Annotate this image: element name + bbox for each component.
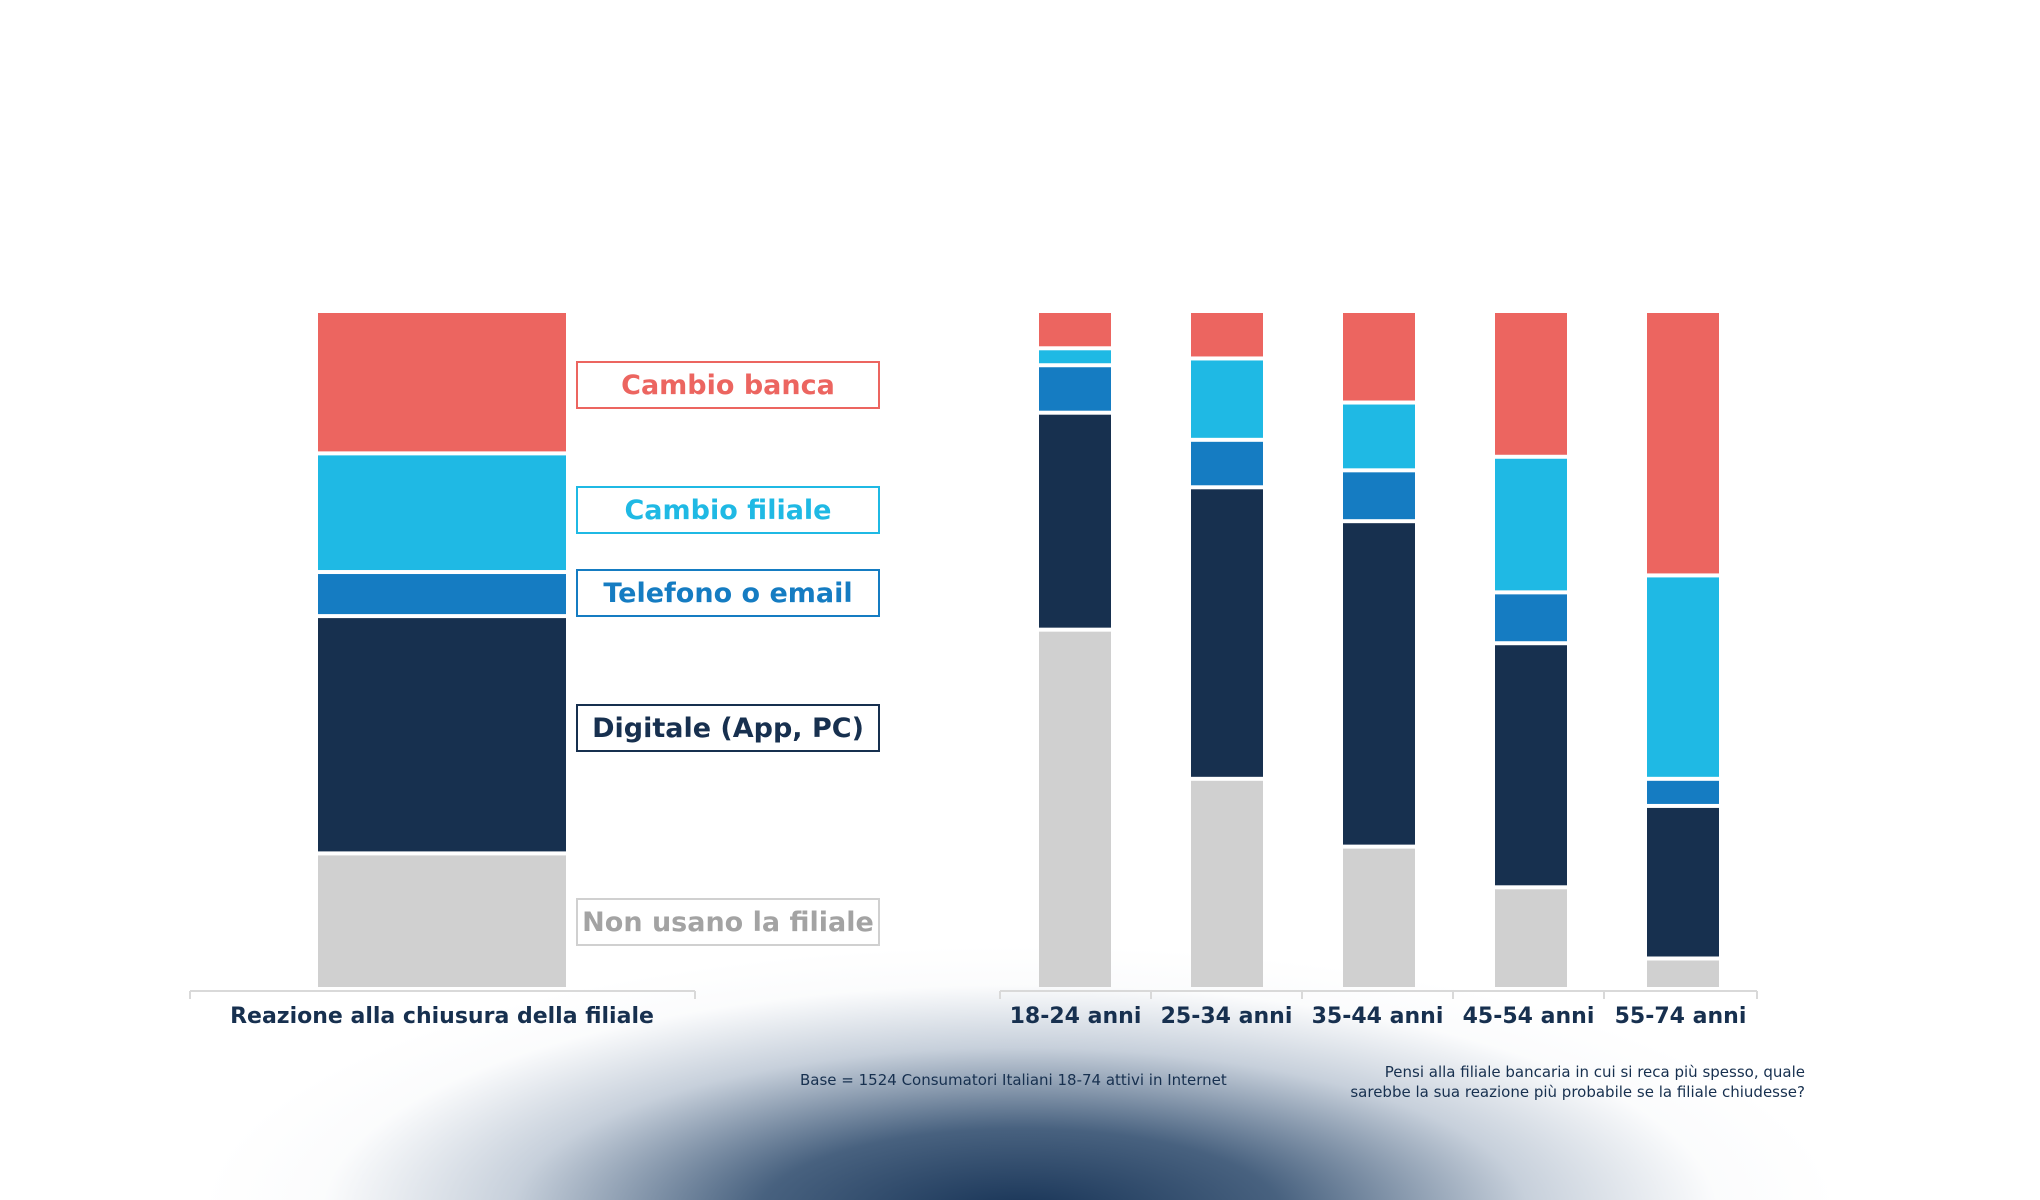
question-line-2: sarebbe la sua reazione più probabile se… [1350, 1083, 1805, 1101]
bar-segment-cambio_filiale-reazione-alla-chiusura-della-filiale [318, 455, 566, 571]
legend-cambio-filiale: Cambio filiale [576, 486, 880, 534]
bar-segment-telefono-45-54-anni [1495, 594, 1567, 642]
question-line-1: Pensi alla filiale bancaria in cui si re… [1384, 1063, 1805, 1081]
bar-segment-telefono-18-24-anni [1039, 367, 1111, 411]
bar-segment-telefono-35-44-anni [1343, 472, 1415, 520]
bar-segment-cambio_filiale-45-54-anni [1495, 458, 1567, 591]
legend-cambio-banca: Cambio banca [576, 361, 880, 409]
bar-segment-cambio_filiale-35-44-anni [1343, 404, 1415, 469]
category-label-35-44: 35-44 anni [1311, 1004, 1444, 1029]
bar-segment-non_usano-45-54-anni [1495, 889, 1567, 987]
bar-segment-cambio_filiale-55-74-anni [1647, 577, 1719, 777]
left-category-label: Reazione alla chiusura della filiale [230, 1004, 654, 1029]
bar-segment-cambio_banca-45-54-anni [1495, 313, 1567, 455]
base-note: Base = 1524 Consumatori Italiani 18-74 a… [800, 1071, 1227, 1089]
bar-segments [318, 313, 1719, 987]
category-label-55-74: 55-74 anni [1614, 1004, 1747, 1029]
bar-segment-digitale-55-74-anni [1647, 807, 1719, 957]
bar-segment-digitale-18-24-anni [1039, 414, 1111, 628]
bar-segment-non_usano-35-44-anni [1343, 848, 1415, 987]
bar-segment-non_usano-reazione-alla-chiusura-della-filiale [318, 855, 566, 987]
bar-segment-cambio_banca-55-74-anni [1647, 313, 1719, 574]
category-label-45-54: 45-54 anni [1462, 1004, 1595, 1029]
category-label-18-24: 18-24 anni [1009, 1004, 1142, 1029]
bar-segment-non_usano-18-24-anni [1039, 631, 1111, 987]
bar-segment-telefono-55-74-anni [1647, 780, 1719, 804]
legend-non-usano: Non usano la filiale [576, 898, 880, 946]
bar-segment-cambio_banca-18-24-anni [1039, 313, 1111, 347]
bar-segment-cambio_banca-reazione-alla-chiusura-della-filiale [318, 313, 566, 452]
question-note: Pensi alla filiale bancaria in cui si re… [1240, 1062, 1805, 1102]
bar-segment-non_usano-55-74-anni [1647, 960, 1719, 987]
right-chart-ticks [999, 991, 1758, 999]
bar-segment-telefono-25-34-anni [1191, 441, 1263, 486]
bar-segment-digitale-reazione-alla-chiusura-della-filiale [318, 618, 566, 852]
legend-telefono-email: Telefono o email [576, 569, 880, 617]
bar-segment-cambio_banca-25-34-anni [1191, 313, 1263, 357]
category-label-25-34: 25-34 anni [1160, 1004, 1293, 1029]
legend-digitale: Digitale (App, PC) [576, 704, 880, 752]
bar-segment-cambio_banca-35-44-anni [1343, 313, 1415, 401]
bar-segment-digitale-45-54-anni [1495, 645, 1567, 886]
bar-segment-telefono-reazione-alla-chiusura-della-filiale [318, 574, 566, 615]
bar-segment-non_usano-25-34-anni [1191, 780, 1263, 987]
bar-segment-cambio_filiale-18-24-anni [1039, 350, 1111, 364]
bar-segment-digitale-35-44-anni [1343, 523, 1415, 845]
bar-segment-cambio_filiale-25-34-anni [1191, 360, 1263, 438]
bar-segment-digitale-25-34-anni [1191, 489, 1263, 777]
